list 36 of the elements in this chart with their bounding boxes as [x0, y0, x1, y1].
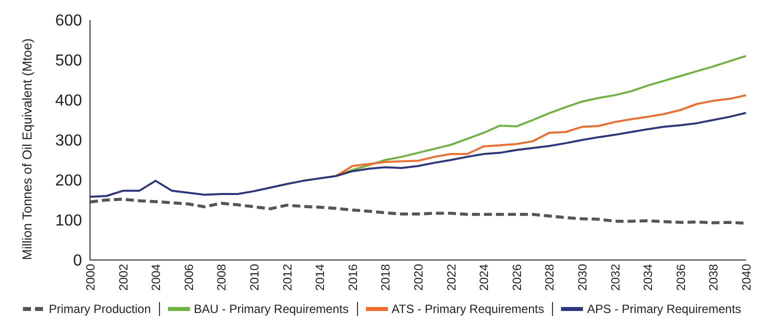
x-tick-label: 2018 [378, 264, 393, 291]
x-tick-label: 2006 [182, 264, 196, 291]
x-tick-label: 2028 [542, 264, 557, 291]
x-tick-label: 2038 [706, 264, 721, 291]
x-tick-label: 2026 [510, 264, 524, 291]
y-axis-title: Million Tonnes of Oil Equivalent (Mtoe) [20, 38, 35, 260]
y-tick-label: 300 [55, 132, 82, 150]
x-tick-label: 2030 [576, 264, 590, 291]
x-tick-label: 2016 [346, 264, 360, 291]
y-tick-label: 500 [55, 52, 82, 70]
x-tick-label: 2034 [641, 264, 656, 291]
y-tick-label: 200 [55, 172, 82, 190]
y-tick-label: 0 [73, 252, 82, 270]
x-tick-label: 2024 [477, 264, 492, 291]
line-series [90, 198, 746, 225]
legend-label: Primary Production [48, 302, 152, 316]
x-tick-label: 2020 [412, 264, 426, 291]
x-tick-label: 2012 [280, 264, 294, 291]
x-tick-label: 2010 [248, 264, 262, 291]
x-tick-label: 2014 [313, 264, 328, 291]
x-tick-label: 2032 [608, 264, 622, 291]
x-tick-label: 2004 [149, 264, 164, 291]
x-tick-label: 2000 [84, 264, 98, 291]
x-tick-label: 2036 [674, 264, 688, 291]
line-series [335, 94, 746, 177]
y-tick-label: 100 [55, 212, 82, 230]
x-tick-label: 2040 [740, 264, 754, 291]
line-series [90, 112, 746, 198]
x-tick-label: 2022 [444, 264, 458, 291]
legend-label: ATS - Primary Requirements [356, 302, 552, 316]
x-tick-label: 2002 [116, 264, 130, 291]
x-tick-label: 2008 [214, 264, 229, 291]
legend-label: APS - Primary Requirements [552, 302, 750, 316]
legend-label: BAU - Primary Requirements [158, 302, 357, 316]
y-tick-label: 400 [55, 92, 82, 110]
y-tick-label: 600 [55, 12, 82, 30]
